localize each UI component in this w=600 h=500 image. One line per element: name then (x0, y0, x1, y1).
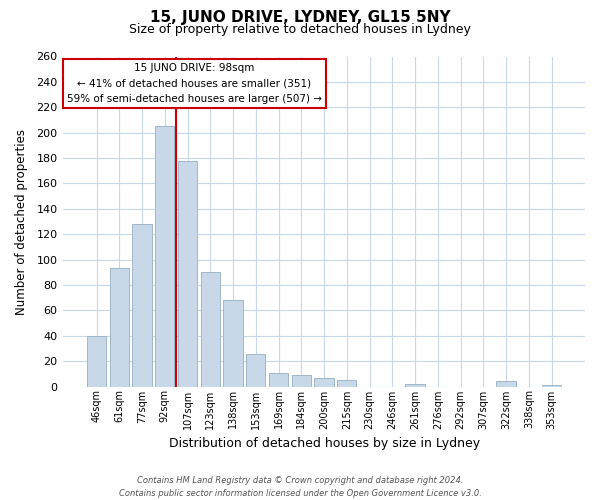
Bar (542, 385, 561, 386)
Bar (292, 375, 311, 386)
Bar (87, 336, 106, 386)
Bar (406, 384, 425, 386)
Text: Contains HM Land Registry data © Crown copyright and database right 2024.
Contai: Contains HM Land Registry data © Crown c… (119, 476, 481, 498)
Bar (496, 382, 516, 386)
Bar (337, 380, 356, 386)
Bar (133, 224, 152, 386)
Bar (155, 126, 175, 386)
Bar (223, 300, 243, 386)
Y-axis label: Number of detached properties: Number of detached properties (15, 128, 28, 314)
Text: 15, JUNO DRIVE, LYDNEY, GL15 5NY: 15, JUNO DRIVE, LYDNEY, GL15 5NY (149, 10, 451, 25)
Text: 15 JUNO DRIVE: 98sqm
← 41% of detached houses are smaller (351)
59% of semi-deta: 15 JUNO DRIVE: 98sqm ← 41% of detached h… (67, 63, 322, 104)
Bar (200, 272, 220, 386)
Bar (314, 378, 334, 386)
Bar (110, 268, 129, 386)
Bar (246, 354, 265, 386)
X-axis label: Distribution of detached houses by size in Lydney: Distribution of detached houses by size … (169, 437, 479, 450)
Bar (178, 160, 197, 386)
Text: Size of property relative to detached houses in Lydney: Size of property relative to detached ho… (129, 22, 471, 36)
Bar (269, 372, 288, 386)
